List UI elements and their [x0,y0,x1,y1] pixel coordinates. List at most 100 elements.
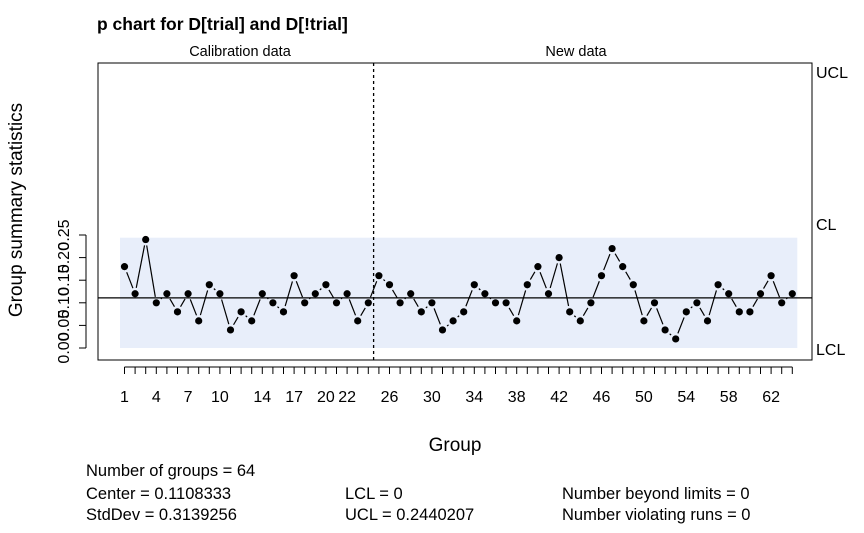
data-point [385,281,394,289]
series-segment [369,281,378,298]
data-point [269,299,277,307]
series-segment [614,253,621,262]
stats-beyond-limits: Number beyond limits = 0 [562,485,750,503]
series-segment [360,307,366,317]
series-segment [634,290,643,316]
series-segment [308,297,312,300]
series-segment [677,317,685,334]
data-point [152,299,160,307]
stats-groups: Number of groups = 64 [86,462,256,480]
ucl-line-label: UCL [816,65,848,82]
data-point [396,299,404,307]
series-segment [625,271,631,280]
series-segment [457,315,460,318]
data-point [470,281,478,289]
series-segment [328,289,334,298]
series-segment [146,245,156,297]
data-point [279,308,288,316]
series-segment [465,290,473,307]
series-segment [213,288,216,291]
series-segment [199,290,209,316]
data-point [481,290,489,298]
x-tick-label: 34 [465,389,483,406]
data-point [513,317,521,325]
data-point [682,308,690,316]
series-segment [592,281,600,298]
series-segment [126,272,134,289]
series-segment [529,271,536,280]
series-segment [433,308,441,325]
series-segment [319,288,322,291]
data-point [502,299,510,307]
series-segment [169,298,175,307]
data-point [248,317,256,325]
series-segment [413,298,419,307]
data-point [587,299,595,307]
series-segment [489,297,492,300]
series-segment [277,306,280,309]
data-point [184,290,192,298]
y-tick-label: 0.20 [56,242,73,273]
cl-line-label: CL [816,217,837,234]
lcl-line-label: LCL [816,342,845,359]
y-axis-label: Group summary statistics [6,103,27,317]
series-segment [135,245,146,288]
series-segment [708,290,717,316]
data-point [693,299,701,307]
section-label-calibration: Calibration data [189,44,291,60]
data-point [428,299,436,307]
series-segment [478,288,481,291]
x-tick-label: 30 [423,389,441,406]
data-point [703,317,712,325]
series-segment [752,298,758,307]
data-point [438,326,447,334]
y-tick-label: 0.05 [56,310,73,341]
series-segment [253,299,261,316]
x-tick-label: 20 [317,389,335,406]
series-segment [772,281,781,298]
x-tick-label: 58 [720,389,738,406]
data-point [608,244,616,253]
data-point [619,263,627,271]
series-segment [189,299,198,316]
stats-stddev: StdDev = 0.3139256 [86,506,237,524]
data-point [216,290,224,298]
series-segment [245,315,248,318]
data-point [767,272,775,280]
x-tick-label: 42 [550,389,568,406]
data-point [237,308,245,316]
data-point [746,308,754,316]
data-point [332,299,341,307]
series-segment [722,288,725,291]
data-point [131,290,139,298]
x-tick-label: 46 [593,389,611,406]
data-point [544,290,553,298]
series-segment [284,281,293,307]
data-point [354,317,362,325]
data-point [756,290,765,298]
series-segment [233,316,239,326]
stats-ucl: UCL = 0.2440207 [345,506,475,524]
section-label-new: New data [545,44,607,60]
x-axis-label: Group [429,435,482,456]
data-point [205,281,213,289]
data-point [555,254,563,262]
data-point [163,290,171,298]
series-segment [785,297,789,300]
series-segment [348,299,357,316]
series-segment [180,298,186,307]
data-point [640,317,648,325]
stats-center: Center = 0.1108333 [86,485,232,503]
data-point [788,290,796,298]
data-point [460,308,468,316]
data-point [301,299,309,307]
series-segment [603,253,611,271]
data-point [417,308,425,316]
x-tick-label: 22 [338,389,356,406]
data-point [173,308,182,316]
series-segment [763,280,769,289]
series-segment [539,272,547,289]
series-segment [404,297,407,300]
data-point [566,308,574,316]
